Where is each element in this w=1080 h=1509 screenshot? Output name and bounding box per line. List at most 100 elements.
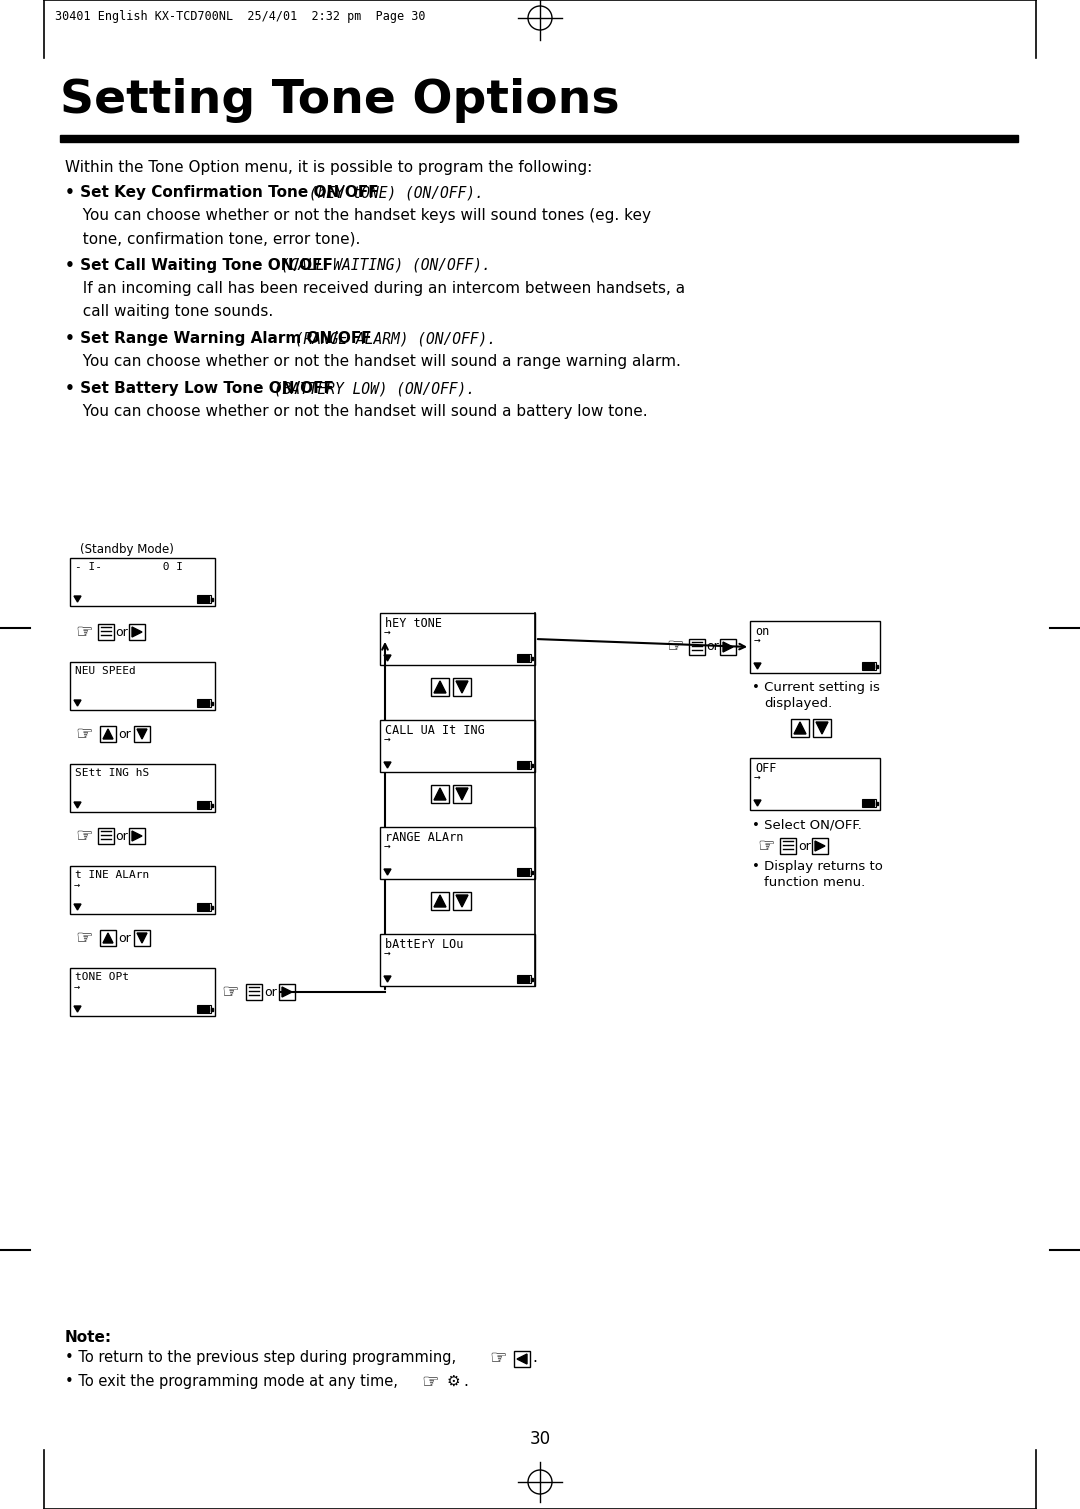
Text: rANGE ALArn: rANGE ALArn xyxy=(384,831,463,844)
Text: ☞: ☞ xyxy=(76,928,93,948)
Polygon shape xyxy=(517,1354,527,1364)
Text: ⚙: ⚙ xyxy=(447,1375,461,1388)
Bar xyxy=(862,798,876,807)
Bar xyxy=(380,827,535,880)
Text: • To exit the programming mode at any time,: • To exit the programming mode at any ti… xyxy=(65,1375,397,1388)
Text: CALL UA It ING: CALL UA It ING xyxy=(384,724,485,736)
Text: →: → xyxy=(384,735,391,745)
Bar xyxy=(531,656,534,659)
Text: or: or xyxy=(119,931,132,945)
Bar xyxy=(431,785,449,803)
Text: You can choose whether or not the handset keys will sound tones (eg. key: You can choose whether or not the handse… xyxy=(73,208,651,223)
Bar xyxy=(812,837,828,854)
Bar xyxy=(197,1005,211,1013)
Bar xyxy=(431,678,449,696)
Bar xyxy=(876,664,878,667)
Bar xyxy=(198,700,210,706)
Bar xyxy=(98,625,114,640)
Polygon shape xyxy=(384,976,391,982)
Bar xyxy=(211,702,213,705)
Text: hEY tONE: hEY tONE xyxy=(384,617,442,629)
Bar xyxy=(689,638,705,655)
Polygon shape xyxy=(754,662,761,668)
Polygon shape xyxy=(75,700,81,706)
Text: or: or xyxy=(265,985,278,999)
Polygon shape xyxy=(103,933,113,943)
Bar xyxy=(531,871,534,874)
Bar xyxy=(531,764,534,767)
Bar xyxy=(60,134,1018,142)
Bar xyxy=(517,761,531,770)
Polygon shape xyxy=(384,655,391,661)
Text: →: → xyxy=(754,773,760,783)
Bar xyxy=(518,762,529,768)
Bar xyxy=(129,828,145,844)
Polygon shape xyxy=(103,729,113,739)
Bar xyxy=(720,638,735,655)
Polygon shape xyxy=(456,681,468,693)
Text: ☞: ☞ xyxy=(666,637,684,656)
Text: →: → xyxy=(75,982,80,993)
Text: .: . xyxy=(463,1375,468,1388)
Text: • Set Range Warning Alarm ON/OFF: • Set Range Warning Alarm ON/OFF xyxy=(65,330,372,346)
Bar xyxy=(198,1007,210,1013)
Bar xyxy=(380,934,535,985)
Text: →: → xyxy=(75,880,80,890)
Bar xyxy=(380,613,535,665)
Polygon shape xyxy=(815,841,825,851)
Polygon shape xyxy=(754,800,761,806)
Text: • Set Call Waiting Tone ON/OFF: • Set Call Waiting Tone ON/OFF xyxy=(65,258,333,273)
Text: • To return to the previous step during programming,: • To return to the previous step during … xyxy=(65,1351,456,1366)
Text: OFF: OFF xyxy=(755,762,777,776)
Bar xyxy=(380,720,535,773)
Bar xyxy=(780,837,796,854)
Text: ☞: ☞ xyxy=(757,836,774,856)
Text: displayed.: displayed. xyxy=(764,697,833,711)
Bar xyxy=(70,967,215,1016)
Text: NEU SPEEd: NEU SPEEd xyxy=(75,665,136,676)
Bar xyxy=(211,905,213,908)
Text: or: or xyxy=(119,727,132,741)
Bar xyxy=(198,596,210,602)
Polygon shape xyxy=(384,869,391,875)
Bar xyxy=(517,868,531,877)
Bar xyxy=(70,662,215,711)
Bar xyxy=(517,653,531,662)
Bar xyxy=(750,758,880,810)
Text: ☞: ☞ xyxy=(76,827,93,845)
Bar xyxy=(518,869,529,875)
Bar xyxy=(453,785,471,803)
Text: • Set Battery Low Tone ON/OFF: • Set Battery Low Tone ON/OFF xyxy=(65,380,334,395)
Text: →: → xyxy=(384,842,391,853)
Bar xyxy=(876,801,878,804)
Text: Setting Tone Options: Setting Tone Options xyxy=(60,78,620,124)
Text: →: → xyxy=(384,628,391,638)
Text: (RANGE ALARM) (ON/OFF).: (RANGE ALARM) (ON/OFF). xyxy=(286,330,496,346)
Text: • Current setting is: • Current setting is xyxy=(752,681,880,694)
Bar xyxy=(197,902,211,911)
Bar xyxy=(863,800,874,806)
Polygon shape xyxy=(434,788,446,800)
Bar xyxy=(279,984,295,1000)
Text: Note:: Note: xyxy=(65,1329,112,1345)
Bar xyxy=(813,718,831,736)
Bar xyxy=(791,718,809,736)
Bar xyxy=(198,904,210,910)
Polygon shape xyxy=(723,641,733,652)
Text: If an incoming call has been received during an intercom between handsets, a: If an incoming call has been received du… xyxy=(73,281,685,296)
Bar xyxy=(517,975,531,982)
Bar xyxy=(862,662,876,670)
Text: (Standby Mode): (Standby Mode) xyxy=(80,543,174,555)
Text: - I-         0 I: - I- 0 I xyxy=(75,561,183,572)
Bar xyxy=(518,655,529,661)
Polygon shape xyxy=(75,1007,81,1013)
Text: tone, confirmation tone, error tone).: tone, confirmation tone, error tone). xyxy=(73,231,361,246)
Bar xyxy=(197,699,211,708)
Bar xyxy=(431,892,449,910)
Bar xyxy=(453,678,471,696)
Text: or: or xyxy=(116,830,129,842)
Polygon shape xyxy=(282,987,292,997)
Text: SEtt ING hS: SEtt ING hS xyxy=(75,768,149,779)
Text: 30401 English KX-TCD700NL  25/4/01  2:32 pm  Page 30: 30401 English KX-TCD700NL 25/4/01 2:32 p… xyxy=(55,11,426,23)
Bar xyxy=(134,930,150,946)
